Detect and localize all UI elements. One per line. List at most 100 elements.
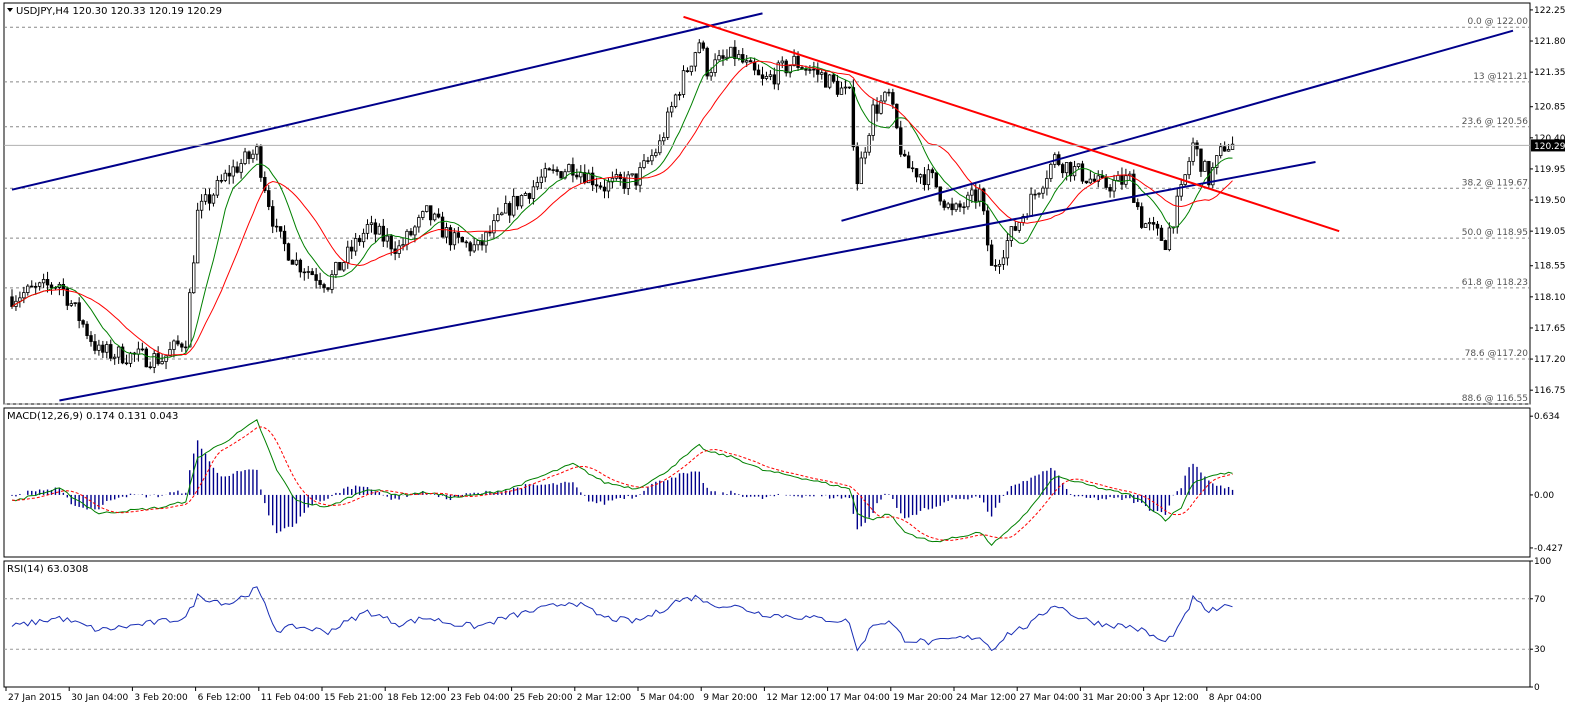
candle-body	[195, 209, 200, 264]
fib-level-label: 61.8 @ 118.23	[1462, 278, 1528, 288]
candle	[77, 297, 81, 329]
candle	[677, 91, 682, 101]
candle	[464, 240, 468, 248]
candle-body	[184, 346, 188, 349]
candle-body	[468, 242, 472, 252]
candle	[926, 164, 931, 191]
candle-body	[116, 346, 121, 358]
candle-body	[1132, 173, 1136, 203]
candle	[219, 174, 224, 184]
candle	[756, 64, 761, 76]
candle-body	[1167, 227, 1172, 251]
price-panel-frame	[3, 2, 1531, 405]
candle-body	[697, 42, 701, 54]
candle	[1155, 221, 1160, 236]
candle-body	[1124, 175, 1128, 185]
candle	[97, 339, 101, 356]
price-panel: 0.0 @ 122.00 13 @121.21 23.6 @ 120.56 38.2 …	[3, 2, 1566, 405]
candle	[1179, 178, 1183, 201]
candle-body	[1151, 222, 1156, 225]
candle-body	[539, 176, 543, 183]
candle	[776, 60, 780, 91]
candle-body	[1029, 193, 1033, 217]
candle	[444, 222, 449, 244]
candle-body	[353, 238, 358, 252]
time-tick-label: 18 Feb 12:00	[387, 693, 446, 703]
candle	[1195, 140, 1199, 157]
candle-body	[267, 190, 271, 207]
candle-body	[531, 186, 536, 199]
candle	[662, 132, 666, 146]
time-tick-label: 3 Apr 12:00	[1146, 693, 1199, 703]
candle-body	[942, 200, 946, 208]
candle	[1037, 192, 1041, 198]
candle-body	[124, 362, 129, 365]
candle	[468, 240, 472, 257]
candle	[401, 237, 405, 251]
candle-body	[677, 94, 682, 96]
candle-body	[958, 203, 962, 208]
candle-body	[602, 186, 607, 192]
candle-body	[1136, 202, 1140, 208]
macd-signal-line	[11, 426, 1233, 541]
candle	[1096, 170, 1100, 188]
candle	[701, 40, 705, 51]
time-tick-label: 17 Mar 04:00	[830, 693, 890, 703]
candle	[551, 164, 555, 174]
time-tick-label: 30 Jan 04:00	[71, 693, 128, 703]
candle	[804, 65, 808, 76]
candle-body	[428, 205, 433, 221]
candle	[697, 39, 701, 54]
candle-body	[899, 127, 903, 155]
candle	[476, 240, 480, 251]
candle	[144, 346, 148, 368]
candle	[389, 234, 393, 256]
candle	[504, 195, 508, 214]
candle-body	[460, 236, 464, 243]
candle	[748, 58, 753, 63]
candle	[993, 259, 998, 271]
candle	[116, 346, 121, 364]
rsi-tick-label: 100	[1534, 557, 1551, 567]
candle-body	[875, 104, 879, 114]
candle	[523, 191, 528, 196]
candle-body	[812, 68, 816, 71]
candle-body	[476, 240, 480, 246]
header-triangle-icon	[7, 8, 13, 12]
candle	[883, 90, 887, 104]
candle-body	[464, 241, 468, 244]
candle	[1211, 162, 1215, 189]
candle	[543, 162, 547, 183]
candle-body	[1163, 240, 1168, 251]
candle-body	[401, 244, 405, 247]
candle-body	[1084, 180, 1089, 184]
candle-body	[286, 243, 291, 261]
candle	[808, 65, 812, 74]
candle	[207, 188, 212, 211]
candle	[879, 94, 883, 115]
candle-body	[203, 194, 208, 202]
candle-body	[626, 174, 630, 189]
candle	[745, 55, 749, 67]
candle-body	[598, 185, 603, 188]
candle	[148, 361, 152, 370]
candle-body	[338, 261, 342, 271]
candle-body	[847, 86, 852, 89]
candle-body	[567, 164, 571, 173]
price-tick-label: 121.35	[1534, 68, 1566, 78]
candle	[583, 164, 587, 185]
candle	[373, 218, 378, 243]
candle-body	[551, 169, 555, 171]
candle-body	[594, 184, 599, 187]
candle	[666, 107, 670, 141]
candle	[1187, 157, 1191, 179]
candle	[958, 200, 962, 212]
candle	[618, 171, 622, 186]
candle-body	[1222, 146, 1227, 152]
candle	[251, 149, 255, 163]
candle	[282, 225, 287, 252]
candle-body	[559, 171, 563, 179]
candle-body	[835, 80, 840, 95]
candle-body	[1203, 160, 1207, 172]
candle-body	[946, 203, 950, 208]
